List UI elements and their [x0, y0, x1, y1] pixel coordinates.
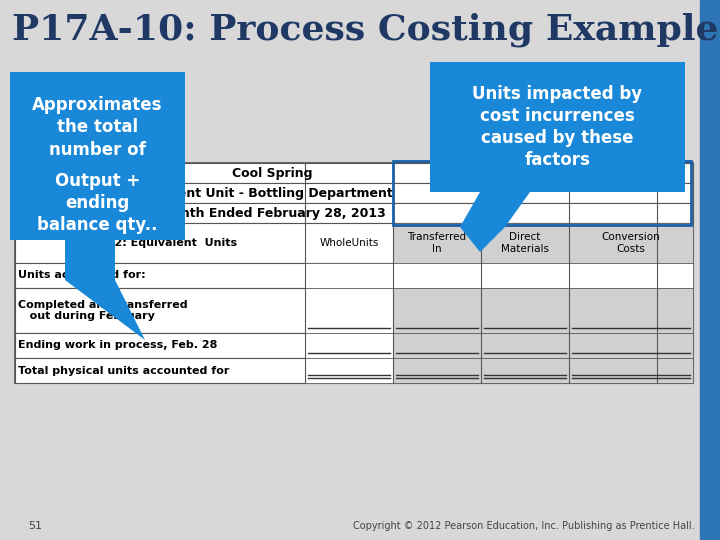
Bar [481, 288, 569, 333]
Bar [15, 333, 693, 358]
Bar [15, 163, 693, 183]
Bar [393, 288, 481, 333]
Text: Conversion
Costs: Conversion Costs [602, 232, 660, 254]
Text: Direct
Materials: Direct Materials [501, 232, 549, 254]
Bar [569, 288, 693, 333]
Bar [393, 263, 481, 288]
Bar [15, 358, 693, 383]
Bar [393, 223, 481, 263]
Bar [569, 333, 693, 358]
Bar [305, 263, 393, 288]
Text: Units impacted by
cost incurrences
caused by these
factors: Units impacted by cost incurrences cause… [472, 85, 642, 170]
Text: Step 2: Equivalent  Units: Step 2: Equivalent Units [82, 238, 238, 248]
Bar [15, 263, 693, 288]
Bar [15, 183, 693, 203]
Text: Cool Spring: Cool Spring [233, 166, 313, 179]
Bar [15, 288, 693, 333]
Text: WholeUnits: WholeUnits [319, 238, 379, 248]
Bar [393, 161, 691, 225]
Bar [569, 223, 693, 263]
Bar [569, 358, 693, 383]
Text: Approximates
the total
number of: Approximates the total number of [32, 96, 163, 159]
Polygon shape [65, 240, 145, 340]
Bar [430, 62, 685, 192]
Bar [15, 163, 693, 383]
Bar [481, 333, 569, 358]
Bar [481, 358, 569, 383]
Bar [305, 358, 393, 383]
Polygon shape [460, 192, 530, 252]
Text: 51: 51 [28, 521, 42, 531]
Bar [305, 288, 393, 333]
Bar [481, 223, 569, 263]
Bar [700, 0, 720, 540]
Bar [15, 223, 693, 263]
Bar [393, 358, 481, 383]
Bar [305, 333, 393, 358]
Text: Completed and transferred
   out during February: Completed and transferred out during Feb… [18, 300, 188, 321]
Bar [481, 263, 569, 288]
Text: Output +
ending
balance qty..: Output + ending balance qty.. [37, 172, 158, 234]
Text: Transferred
In: Transferred In [408, 232, 467, 254]
Text: Month Ended February 28, 2013: Month Ended February 28, 2013 [160, 206, 385, 219]
Text: Units accounted for:: Units accounted for: [18, 271, 145, 280]
Text: Total physical units accounted for: Total physical units accounted for [18, 366, 230, 375]
Bar [15, 203, 693, 223]
Bar [393, 333, 481, 358]
Text: Copyright © 2012 Pearson Education, Inc. Publishing as Prentice Hall.: Copyright © 2012 Pearson Education, Inc.… [354, 521, 695, 531]
Bar [569, 263, 693, 288]
Text: Ending work in process, Feb. 28: Ending work in process, Feb. 28 [18, 341, 217, 350]
Text: ivalent Unit - Bottling Department: ivalent Unit - Bottling Department [153, 186, 392, 199]
Bar [10, 72, 185, 240]
Text: P17A-10: Process Costing Example: P17A-10: Process Costing Example [12, 13, 719, 47]
